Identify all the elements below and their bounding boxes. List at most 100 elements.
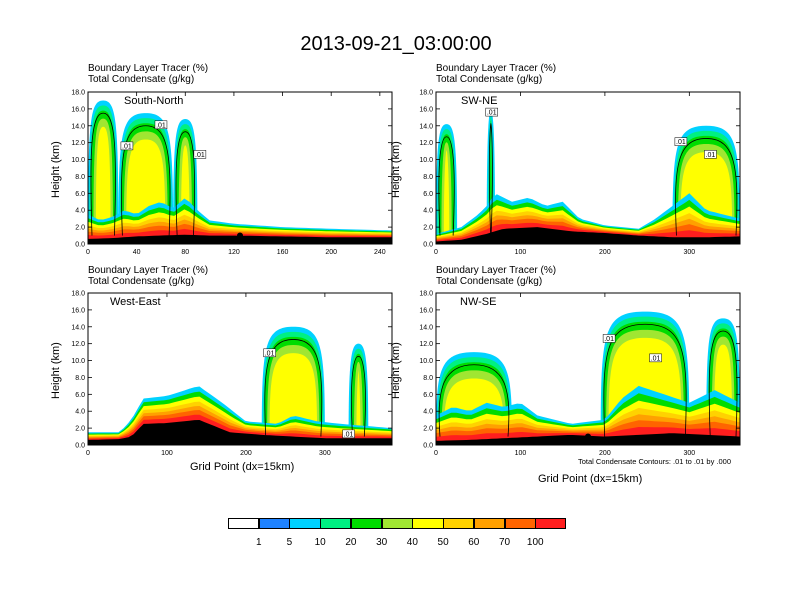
panel-3-subtitle-2: Total Condensate (g/kg)	[88, 276, 195, 287]
ytick-label: 12.0	[419, 341, 433, 348]
marker-0	[237, 232, 243, 239]
panel-4-subtitle-1: Boundary Layer Tracer (%)	[436, 265, 557, 276]
condensate-contour-1	[488, 122, 493, 236]
xtick-label: 200	[599, 450, 611, 457]
ytick-label: 18.0	[419, 291, 433, 298]
condensate-contour-0	[90, 112, 116, 236]
xtick-label: 0	[434, 249, 438, 256]
colorbar-cell	[381, 518, 413, 529]
panel-1-subtitle-1: Boundary Layer Tracer (%)	[88, 63, 209, 74]
ytick-label: 4.0	[75, 409, 85, 416]
colorbar-tick-label: 30	[376, 537, 388, 548]
panel-2-subtitle-2: Total Condensate (g/kg)	[436, 74, 543, 85]
ytick-label: 4.0	[423, 208, 433, 215]
colorbar-cell	[289, 518, 321, 529]
xtick-label: 240	[374, 249, 386, 256]
condensate-contour-0	[264, 339, 323, 437]
xtick-label: 200	[325, 249, 337, 256]
panel-2-plot: .01 .01 .01 0.0 2.0 4.0 6.0 8.0 10.0 12.0 14.0 16.0…	[419, 90, 741, 256]
terrain	[88, 234, 392, 244]
ytick-label: 8.0	[75, 375, 85, 382]
contour-label-2: .01	[704, 150, 717, 159]
ytick-label: 18.0	[71, 90, 85, 97]
panel-4-plot: .01 .01 0.0 2.0 4.0 6.0 8.0 10.0 12.0 14.0 16.0 18.…	[419, 291, 741, 457]
colorbar-cell	[228, 518, 260, 529]
colorbar-tick-label: 100	[526, 537, 544, 548]
colorbar-tick-label: 60	[468, 537, 480, 548]
xtick-label: 300	[683, 450, 695, 457]
figure-title: 2013-09-21_03:00:00	[300, 33, 492, 55]
xtick-label: 40	[133, 249, 141, 256]
colorbar-tick-label: 5	[286, 537, 293, 548]
ytick-label: 16.0	[71, 106, 85, 113]
condensate-contour-1	[121, 125, 171, 236]
xtick-label: 200	[599, 249, 611, 256]
plot-frame	[87, 292, 393, 446]
svg-text:.01: .01	[344, 431, 354, 438]
panel-4-xlabel: Grid Point (dx=15km)	[538, 473, 643, 485]
ytick-label: 14.0	[71, 123, 85, 130]
panel-1-subtitle-2: Total Condensate (g/kg)	[88, 74, 195, 85]
panel-1-plot: .01 .01 .01 0.0 2.0 4.0 6.0 8.0 10.0 12.0 14.0 16.0…	[71, 90, 393, 256]
condensate-contour-2	[675, 138, 738, 236]
condensate-contour-2	[708, 330, 738, 437]
contour-label-1: .01	[674, 137, 688, 146]
xtick-label: 0	[86, 249, 90, 256]
xtick-label: 300	[319, 450, 331, 457]
ytick-label: 0.0	[423, 242, 433, 249]
contour-label-1: .01	[649, 353, 662, 362]
colorbar-cell	[443, 518, 475, 529]
xtick-label: 0	[86, 450, 90, 457]
ytick-label: 2.0	[423, 225, 433, 232]
ytick-label: 8.0	[423, 375, 433, 382]
panel-2-subtitle-1: Boundary Layer Tracer (%)	[436, 63, 557, 74]
ytick-label: 18.0	[71, 291, 85, 298]
ytick-label: 14.0	[419, 123, 433, 130]
plume-0-layer-4	[95, 126, 111, 240]
panel-3-region-label: West-East	[110, 296, 161, 308]
contour-label-0: .01	[263, 348, 276, 357]
panel-3-plot: .01 .01 0.0 2.0 4.0 6.0 8.0 10.0 12.0 14.0 16.0 18.…	[71, 291, 393, 457]
marker-0	[235, 433, 242, 440]
condensate-contour-1	[351, 355, 366, 437]
plot-frame	[435, 292, 741, 446]
ytick-label: 10.0	[71, 157, 85, 164]
ytick-label: 16.0	[71, 307, 85, 314]
ytick-label: 14.0	[71, 324, 85, 331]
colorbar	[228, 518, 567, 529]
contour-label-2: .01	[193, 150, 207, 159]
ytick-label: 4.0	[423, 409, 433, 416]
contour-label-0: .01	[154, 120, 168, 129]
terrain	[88, 420, 392, 445]
ytick-label: 12.0	[71, 140, 85, 147]
svg-text:.01: .01	[265, 350, 275, 357]
plume-1-layer-4	[356, 370, 361, 441]
panel-4-ylabel: Height (km)	[390, 342, 402, 399]
contour-label-1: .01	[120, 141, 134, 150]
colorbar-cell	[473, 518, 506, 529]
xtick-label: 80	[181, 249, 189, 256]
condensate-contour-0	[438, 364, 510, 437]
contour-note: Total Condensate Contours: .01 to .01 by…	[578, 457, 732, 466]
ytick-label: 18.0	[419, 90, 433, 97]
xtick-label: 100	[515, 450, 527, 457]
ytick-label: 16.0	[419, 307, 433, 314]
colorbar-tick-label: 70	[498, 537, 511, 548]
panel-4-region-label: NW-SE	[460, 296, 497, 308]
svg-text:.01: .01	[651, 355, 661, 362]
ytick-label: 10.0	[71, 358, 85, 365]
panel-3-ylabel: Height (km)	[50, 342, 62, 399]
panel-4-subtitle-2: Total Condensate (g/kg)	[436, 276, 543, 287]
panel-1-ylabel: Height (km)	[50, 141, 62, 198]
ytick-label: 0.0	[423, 443, 433, 450]
plot-frame	[435, 91, 741, 245]
xtick-label: 160	[277, 249, 289, 256]
colorbar-tick-label: 1	[255, 537, 262, 548]
ytick-label: 8.0	[423, 174, 433, 181]
condensate-contour-1	[603, 323, 687, 437]
condensate-contour-2	[175, 131, 195, 236]
plot-frame	[87, 91, 393, 245]
colorbar-tick-label: 40	[406, 537, 418, 548]
panel-3-subtitle-1: Boundary Layer Tracer (%)	[88, 265, 209, 276]
ytick-label: 14.0	[419, 324, 433, 331]
